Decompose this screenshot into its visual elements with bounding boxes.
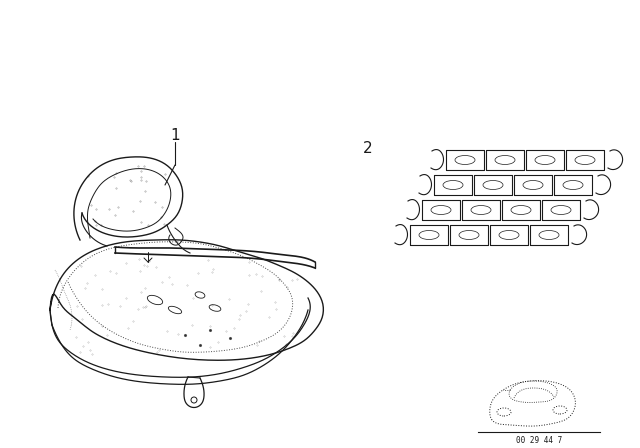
Text: 1: 1 [170, 128, 180, 142]
Text: 00 29 44 7: 00 29 44 7 [516, 435, 562, 444]
Text: 2: 2 [363, 141, 373, 155]
